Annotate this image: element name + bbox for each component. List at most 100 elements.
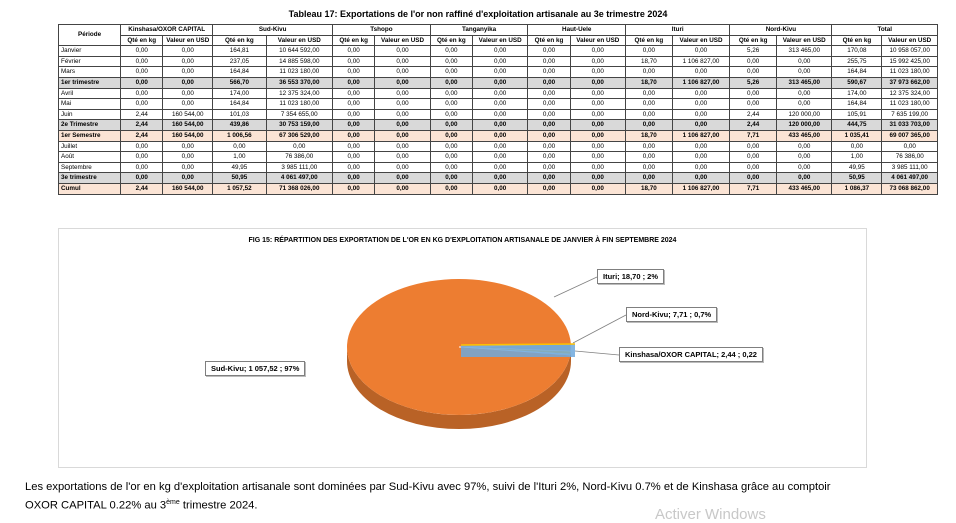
pie-chart [347, 276, 627, 429]
value-cell: 0,00 [569, 45, 627, 57]
period-cell: Juillet [57, 140, 122, 153]
qty-header: Qté en kg [332, 34, 376, 47]
value-cell: 0,00 [332, 87, 376, 100]
value-cell: 1 057,52 [212, 182, 267, 195]
value-cell: 0,00 [374, 87, 431, 100]
value-cell: 0,00 [527, 119, 571, 131]
value-cell: 2,44 [729, 108, 777, 121]
value-cell: 0,00 [775, 151, 833, 163]
value-cell: 0,00 [569, 87, 627, 100]
value-cell: 0,00 [374, 76, 431, 89]
value-cell: 0,00 [332, 76, 376, 89]
value-cell: 0,00 [671, 87, 731, 100]
table-row: Septembre 0,00 0,00 49,95 3 985 111,00 0,00 0,… [57, 161, 938, 174]
value-cell: 255,75 [831, 55, 883, 68]
table-row: 1er trimestre 0,00 0,00 566,70 36 553 370,00… [57, 76, 938, 89]
table-row: Avril 0,00 0,00 174,00 12 375 324,00 0,00 0,00… [57, 87, 938, 100]
value-cell: 1 106 827,00 [671, 182, 731, 195]
value-cell: 0,00 [429, 55, 473, 68]
value-cell: 0,00 [374, 172, 431, 184]
value-header: Valeur en USD [265, 34, 334, 47]
value-cell: 0,00 [729, 55, 777, 68]
value-cell: 7 635 199,00 [881, 108, 938, 121]
value-cell: 0,00 [625, 161, 673, 174]
value-cell: 5,26 [729, 76, 777, 89]
value-cell: 4 061 497,00 [881, 172, 938, 184]
value-cell: 313 465,00 [775, 76, 833, 89]
value-cell: 0,00 [471, 108, 529, 121]
value-header: Valeur en USD [775, 34, 833, 47]
period-cell: 3e trimestre [57, 172, 122, 184]
value-cell: 0,00 [881, 140, 938, 153]
value-cell: 0,00 [729, 172, 777, 184]
value-cell: 1 106 827,00 [671, 129, 731, 142]
value-cell: 7,71 [729, 129, 777, 142]
activation-watermark: Activer Windows [655, 506, 766, 523]
value-cell: 0,00 [162, 87, 214, 100]
value-cell: 0,00 [332, 129, 376, 142]
value-cell: 10 958 057,00 [881, 45, 938, 57]
value-cell: 237,05 [212, 55, 267, 68]
table-row: 2e Trimestre 2,44 160 544,00 439,86 30 753 1… [57, 119, 938, 131]
value-cell: 0,00 [120, 76, 164, 89]
value-cell: 0,00 [429, 182, 473, 195]
value-cell: 0,00 [374, 45, 431, 57]
value-cell: 0,00 [162, 172, 214, 184]
value-cell: 0,00 [429, 119, 473, 131]
period-cell: 2e Trimestre [57, 119, 122, 131]
value-cell: 2,44 [120, 182, 164, 195]
value-cell: 69 007 365,00 [881, 129, 938, 142]
value-cell: 566,70 [212, 76, 267, 89]
period-cell: Avril [57, 87, 122, 100]
value-cell: 0,00 [527, 129, 571, 142]
period-header: Période [57, 23, 122, 47]
value-cell: 0,00 [527, 45, 571, 57]
value-cell: 11 023 180,00 [881, 98, 938, 110]
value-cell: 0,00 [332, 55, 376, 68]
value-cell: 0,00 [527, 161, 571, 174]
value-cell: 0,00 [775, 140, 833, 153]
value-cell: 0,00 [332, 119, 376, 131]
value-cell: 0,00 [625, 119, 673, 131]
value-cell: 0,00 [671, 66, 731, 78]
value-cell: 0,00 [625, 108, 673, 121]
table-row: Janvier 0,00 0,00 164,81 10 644 592,00 0,00 0,… [57, 45, 938, 57]
value-cell: 2,44 [120, 119, 164, 131]
value-cell: 0,00 [332, 66, 376, 78]
value-cell: 49,95 [831, 161, 883, 174]
value-cell: 160 544,00 [162, 129, 214, 142]
value-cell: 0,00 [120, 66, 164, 78]
value-cell: 0,00 [120, 55, 164, 68]
value-cell: 2,44 [729, 119, 777, 131]
period-cell: Cumul [57, 182, 122, 195]
value-cell: 0,00 [729, 151, 777, 163]
value-cell: 18,70 [625, 182, 673, 195]
value-header: Valeur en USD [471, 34, 529, 47]
value-cell: 15 992 425,00 [881, 55, 938, 68]
value-cell: 0,00 [332, 172, 376, 184]
value-cell: 0,00 [332, 108, 376, 121]
period-cell: 1er Semestre [57, 129, 122, 142]
table-row: Août 0,00 0,00 1,00 76 386,00 0,00 0,00 0,00 0,0… [57, 151, 938, 163]
value-cell: 0,00 [374, 119, 431, 131]
table-row: Mars 0,00 0,00 164,84 11 023 180,00 0,00 0,00 0… [57, 66, 938, 78]
pie-slice [347, 278, 571, 415]
value-cell: 0,00 [120, 140, 164, 153]
value-cell: 11 023 180,00 [881, 66, 938, 78]
value-cell: 439,86 [212, 119, 267, 131]
qty-header: Qté en kg [120, 34, 164, 47]
value-cell: 0,00 [162, 140, 214, 153]
value-cell: 1 086,37 [831, 182, 883, 195]
period-cell: Mars [57, 66, 122, 78]
caption-line-2-end: trimestre 2024. [179, 499, 258, 512]
value-header: Valeur en USD [881, 34, 938, 47]
value-cell: 0,00 [471, 55, 529, 68]
value-cell: 0,00 [775, 66, 833, 78]
table-row: Mai 0,00 0,00 164,84 11 023 180,00 0,00 0,00 0,… [57, 98, 938, 110]
value-cell: 50,95 [831, 172, 883, 184]
value-cell: 0,00 [729, 161, 777, 174]
qty-header: Qté en kg [527, 34, 571, 47]
value-cell: 31 033 703,00 [881, 119, 938, 131]
value-cell: 76 386,00 [265, 151, 334, 163]
value-cell: 0,00 [374, 98, 431, 110]
